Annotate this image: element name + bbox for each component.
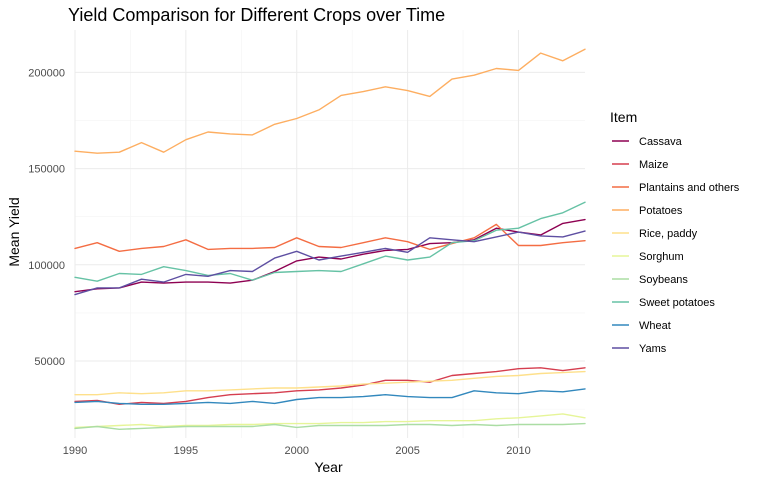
x-axis-title: Year (314, 459, 343, 475)
legend-label-rice-paddy: Rice, paddy (639, 228, 698, 240)
series-line-potatoes (74, 48, 586, 154)
grid (74, 30, 585, 438)
y-tick-label: 150000 (28, 164, 65, 176)
x-tick-label: 1995 (174, 445, 198, 457)
legend-title: Item (610, 109, 637, 125)
x-tick-label: 2000 (284, 445, 308, 457)
legend-label-potatoes: Potatoes (639, 205, 683, 217)
legend-label-yams: Yams (639, 343, 667, 355)
series-lines (74, 48, 586, 430)
y-tick-label: 200000 (28, 67, 65, 79)
x-axis-ticks: 1990 1995 2000 2005 2010 (63, 445, 531, 457)
series-line-wheat (74, 388, 586, 405)
legend-label-plantains-and-others: Plantains and others (639, 182, 740, 194)
x-tick-label: 2010 (506, 445, 530, 457)
y-axis-title: Mean Yield (6, 197, 22, 266)
legend-label-wheat: Wheat (639, 320, 671, 332)
legend-label-cassava: Cassava (639, 136, 683, 148)
series-line-soybeans (74, 422, 586, 430)
x-tick-label: 2005 (395, 445, 419, 457)
series-line-rice-paddy (74, 370, 586, 396)
series-line-plantains-and-others (74, 223, 586, 253)
y-tick-label: 50000 (34, 356, 65, 368)
x-tick-label: 1990 (63, 445, 87, 457)
series-line-sweet-potatoes (74, 201, 586, 282)
y-tick-label: 100000 (28, 260, 65, 272)
chart-title: Yield Comparison for Different Crops ove… (68, 5, 445, 25)
legend-label-maize: Maize (639, 159, 668, 171)
legend-label-sweet-potatoes: Sweet potatoes (639, 297, 715, 309)
series-line-maize (74, 367, 586, 405)
y-axis-ticks: 50000 100000 150000 200000 (28, 67, 65, 368)
legend: Item Cassava Maize Plantains and others Pot… (610, 109, 740, 355)
series-line-yams (74, 230, 586, 296)
legend-label-sorghum: Sorghum (639, 251, 684, 263)
legend-label-soybeans: Soybeans (639, 274, 688, 286)
series-line-sorghum (74, 413, 586, 429)
